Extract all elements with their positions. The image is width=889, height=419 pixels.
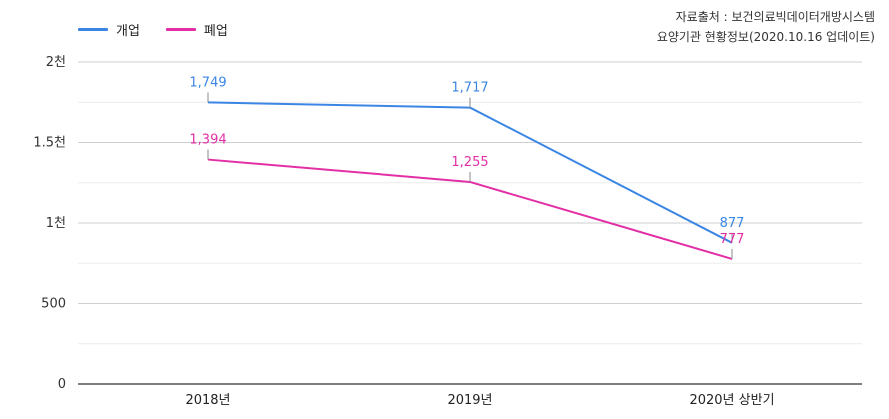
y-tick-label: 500 bbox=[41, 297, 66, 312]
source-line-2: 요양기관 현황정보(2020.10.16 업데이트) bbox=[656, 30, 875, 44]
x-tick-label: 2020년 상반기 bbox=[689, 393, 774, 408]
data-label: 877 bbox=[720, 216, 745, 231]
y-tick-label: 0 bbox=[58, 377, 66, 392]
x-tick-label: 2019년 bbox=[447, 393, 492, 408]
source-line-1: 자료출처 : 보건의료빅데이터개방시스템 bbox=[675, 10, 875, 24]
y-tick-label: 1.5천 bbox=[33, 136, 66, 151]
legend-swatch-open bbox=[78, 28, 108, 31]
data-point[interactable] bbox=[206, 100, 211, 105]
legend-item-open[interactable]: 개업 bbox=[78, 20, 140, 39]
source-note: 자료출처 : 보건의료빅데이터개방시스템 요양기관 현황정보(2020.10.1… bbox=[657, 7, 875, 47]
legend-swatch-closed bbox=[165, 28, 196, 31]
data-label: 1,255 bbox=[451, 155, 488, 170]
legend-label-closed: 폐업 bbox=[203, 24, 228, 39]
x-tick-label: 2018년 bbox=[185, 393, 230, 408]
legend: 개업 폐업 bbox=[78, 20, 228, 39]
data-label: 1,717 bbox=[451, 81, 488, 96]
data-point[interactable] bbox=[468, 105, 473, 110]
legend-label-open: 개업 bbox=[116, 24, 140, 39]
data-point[interactable] bbox=[730, 256, 735, 261]
data-point[interactable] bbox=[468, 179, 473, 184]
data-label: 777 bbox=[720, 232, 745, 247]
legend-item-closed[interactable]: 폐업 bbox=[165, 20, 228, 39]
data-label: 1,394 bbox=[189, 133, 226, 148]
y-tick-label: 2천 bbox=[46, 55, 66, 70]
y-tick-label: 1천 bbox=[46, 216, 66, 231]
data-point[interactable] bbox=[206, 157, 211, 162]
data-label: 1,749 bbox=[189, 75, 226, 90]
